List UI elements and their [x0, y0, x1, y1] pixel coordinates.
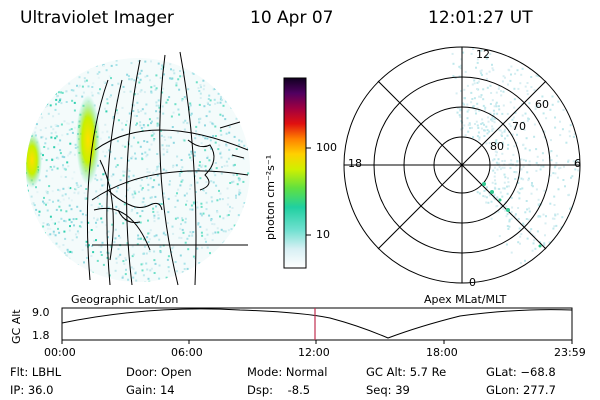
app-title: Ultraviolet Imager [20, 8, 174, 28]
glat-info: GLat: −68.8 [486, 365, 556, 379]
mode-info: Mode: Normal [247, 365, 328, 379]
door-info: Door: Open [126, 365, 192, 379]
altitude-curve [61, 308, 573, 339]
timeline-xtick-1800: 18:00 [426, 346, 458, 359]
timeline-xtick-0000: 00:00 [44, 346, 76, 359]
mlt-label-12: 12 [476, 48, 490, 61]
colorbar [283, 77, 311, 269]
glon-info: GLon: 277.7 [486, 383, 556, 397]
mlat-label-60: 60 [535, 98, 549, 111]
mlt-label-18: 18 [348, 157, 362, 170]
colorbar-tick-100: 100 [316, 141, 337, 154]
gain-info: Gain: 14 [126, 383, 175, 397]
timeline-xtick-2359: 23:59 [554, 346, 586, 359]
timeline-ytick-min: 1.8 [32, 329, 50, 342]
geo-panel-label: Geographic Lat/Lon [71, 293, 179, 306]
ip-info: IP: 36.0 [10, 383, 54, 397]
geo-uv-image [26, 58, 250, 282]
colorbar-tick-10: 10 [316, 228, 330, 241]
timeline-ylabel: GC Alt [10, 309, 23, 344]
polar-panel-label: Apex MLat/MLT [424, 293, 507, 306]
geo-grid-lines [86, 51, 249, 286]
timeline-frame [61, 307, 573, 341]
mlt-label-0: 0 [469, 276, 476, 289]
filter-info: Flt: LBHL [10, 365, 62, 379]
polar-aurora-dots [482, 182, 542, 248]
polar-grid [343, 46, 581, 284]
mlat-label-70: 70 [512, 120, 526, 133]
dsp-info: Dsp: -8.5 [247, 383, 311, 397]
timeline-xtick-1200: 12:00 [298, 346, 330, 359]
mlat-label-80: 80 [490, 140, 504, 153]
time-label: 12:01:27 UT [428, 8, 533, 28]
mlt-label-6: 6 [574, 157, 581, 170]
timeline-ytick-max: 9.0 [32, 306, 50, 319]
gc-alt-info: GC Alt: 5.7 Re [366, 365, 447, 379]
seq-info: Seq: 39 [366, 383, 410, 397]
date-label: 10 Apr 07 [250, 8, 334, 28]
timeline-xtick-0600: 06:00 [171, 346, 203, 359]
